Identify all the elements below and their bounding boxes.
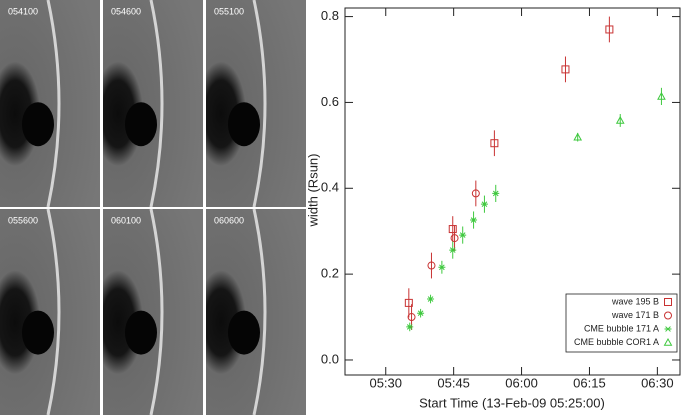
legend-label: wave 195 B	[611, 296, 659, 306]
panel-label: 055600	[8, 215, 38, 225]
solar-image	[206, 209, 306, 415]
solar-image	[0, 209, 100, 415]
y-tick-label: 0.8	[321, 8, 339, 23]
image-panels: 054100 054600 055100 055600 060100 060600	[0, 0, 306, 416]
x-tick-label: 06:15	[573, 375, 606, 390]
y-tick-label: 0.4	[321, 180, 339, 195]
solar-image	[103, 209, 203, 415]
marker-circle	[664, 311, 672, 320]
legend-label: CME bubble 171 A	[584, 323, 659, 333]
marker-square	[448, 225, 457, 234]
marker-square	[561, 65, 570, 74]
legend-label: CME bubble COR1 A	[574, 337, 659, 347]
marker-asterisk	[449, 247, 457, 253]
y-tick-label: 0.2	[321, 266, 339, 281]
marker-asterisk	[664, 326, 672, 332]
marker-asterisk	[438, 264, 446, 271]
marker-asterisk	[417, 310, 425, 316]
limb-arc	[149, 0, 164, 208]
occulter	[228, 102, 260, 147]
y-tick-label: 0.6	[321, 94, 339, 109]
legend-box	[565, 293, 678, 353]
marker-asterisk	[459, 232, 467, 238]
marker-circle	[450, 234, 459, 243]
solar-image	[103, 0, 203, 207]
marker-triangle	[663, 337, 673, 346]
solar-image	[0, 0, 100, 207]
marker-triangle	[657, 91, 666, 100]
occulter	[125, 310, 157, 355]
marker-circle	[407, 313, 416, 322]
marker-asterisk	[492, 190, 500, 197]
x-tick-label: 05:45	[437, 375, 470, 390]
y-axis-title: width (Rsun)	[305, 154, 320, 228]
marker-square	[490, 139, 499, 148]
x-tick-label: 06:30	[641, 375, 674, 390]
solar-image	[206, 0, 306, 207]
occulter	[125, 102, 157, 147]
marker-asterisk	[406, 324, 414, 330]
plot-frame	[344, 7, 681, 376]
legend-label: wave 171 B	[611, 310, 659, 320]
panel-label: 060600	[214, 215, 244, 225]
panel-label: 060100	[111, 215, 141, 225]
marker-asterisk	[470, 217, 478, 223]
marker-square	[664, 298, 672, 306]
x-tick-label: 05:30	[369, 375, 402, 390]
panel-label: 054100	[8, 6, 38, 16]
limb-arc	[252, 208, 267, 416]
x-tick-label: 06:00	[505, 375, 538, 390]
y-tick-label: 0.0	[321, 351, 339, 366]
panel-label: 054600	[111, 6, 141, 16]
limb-arc	[46, 0, 61, 208]
marker-asterisk	[427, 296, 435, 302]
panel-label: 055100	[214, 6, 244, 16]
marker-triangle	[615, 115, 625, 124]
marker-circle	[471, 189, 480, 198]
limb-arc	[149, 208, 164, 416]
marker-asterisk	[480, 201, 488, 207]
marker-square	[404, 298, 413, 307]
marker-triangle	[573, 132, 583, 141]
limb-arc	[46, 208, 61, 416]
occulter	[228, 310, 260, 355]
marker-circle	[427, 261, 436, 270]
marker-square	[605, 25, 614, 34]
occulter	[22, 102, 54, 147]
x-axis-title: Start Time (13-Feb-09 05:25:00)	[419, 395, 605, 410]
occulter	[22, 310, 54, 355]
limb-arc	[252, 0, 267, 208]
